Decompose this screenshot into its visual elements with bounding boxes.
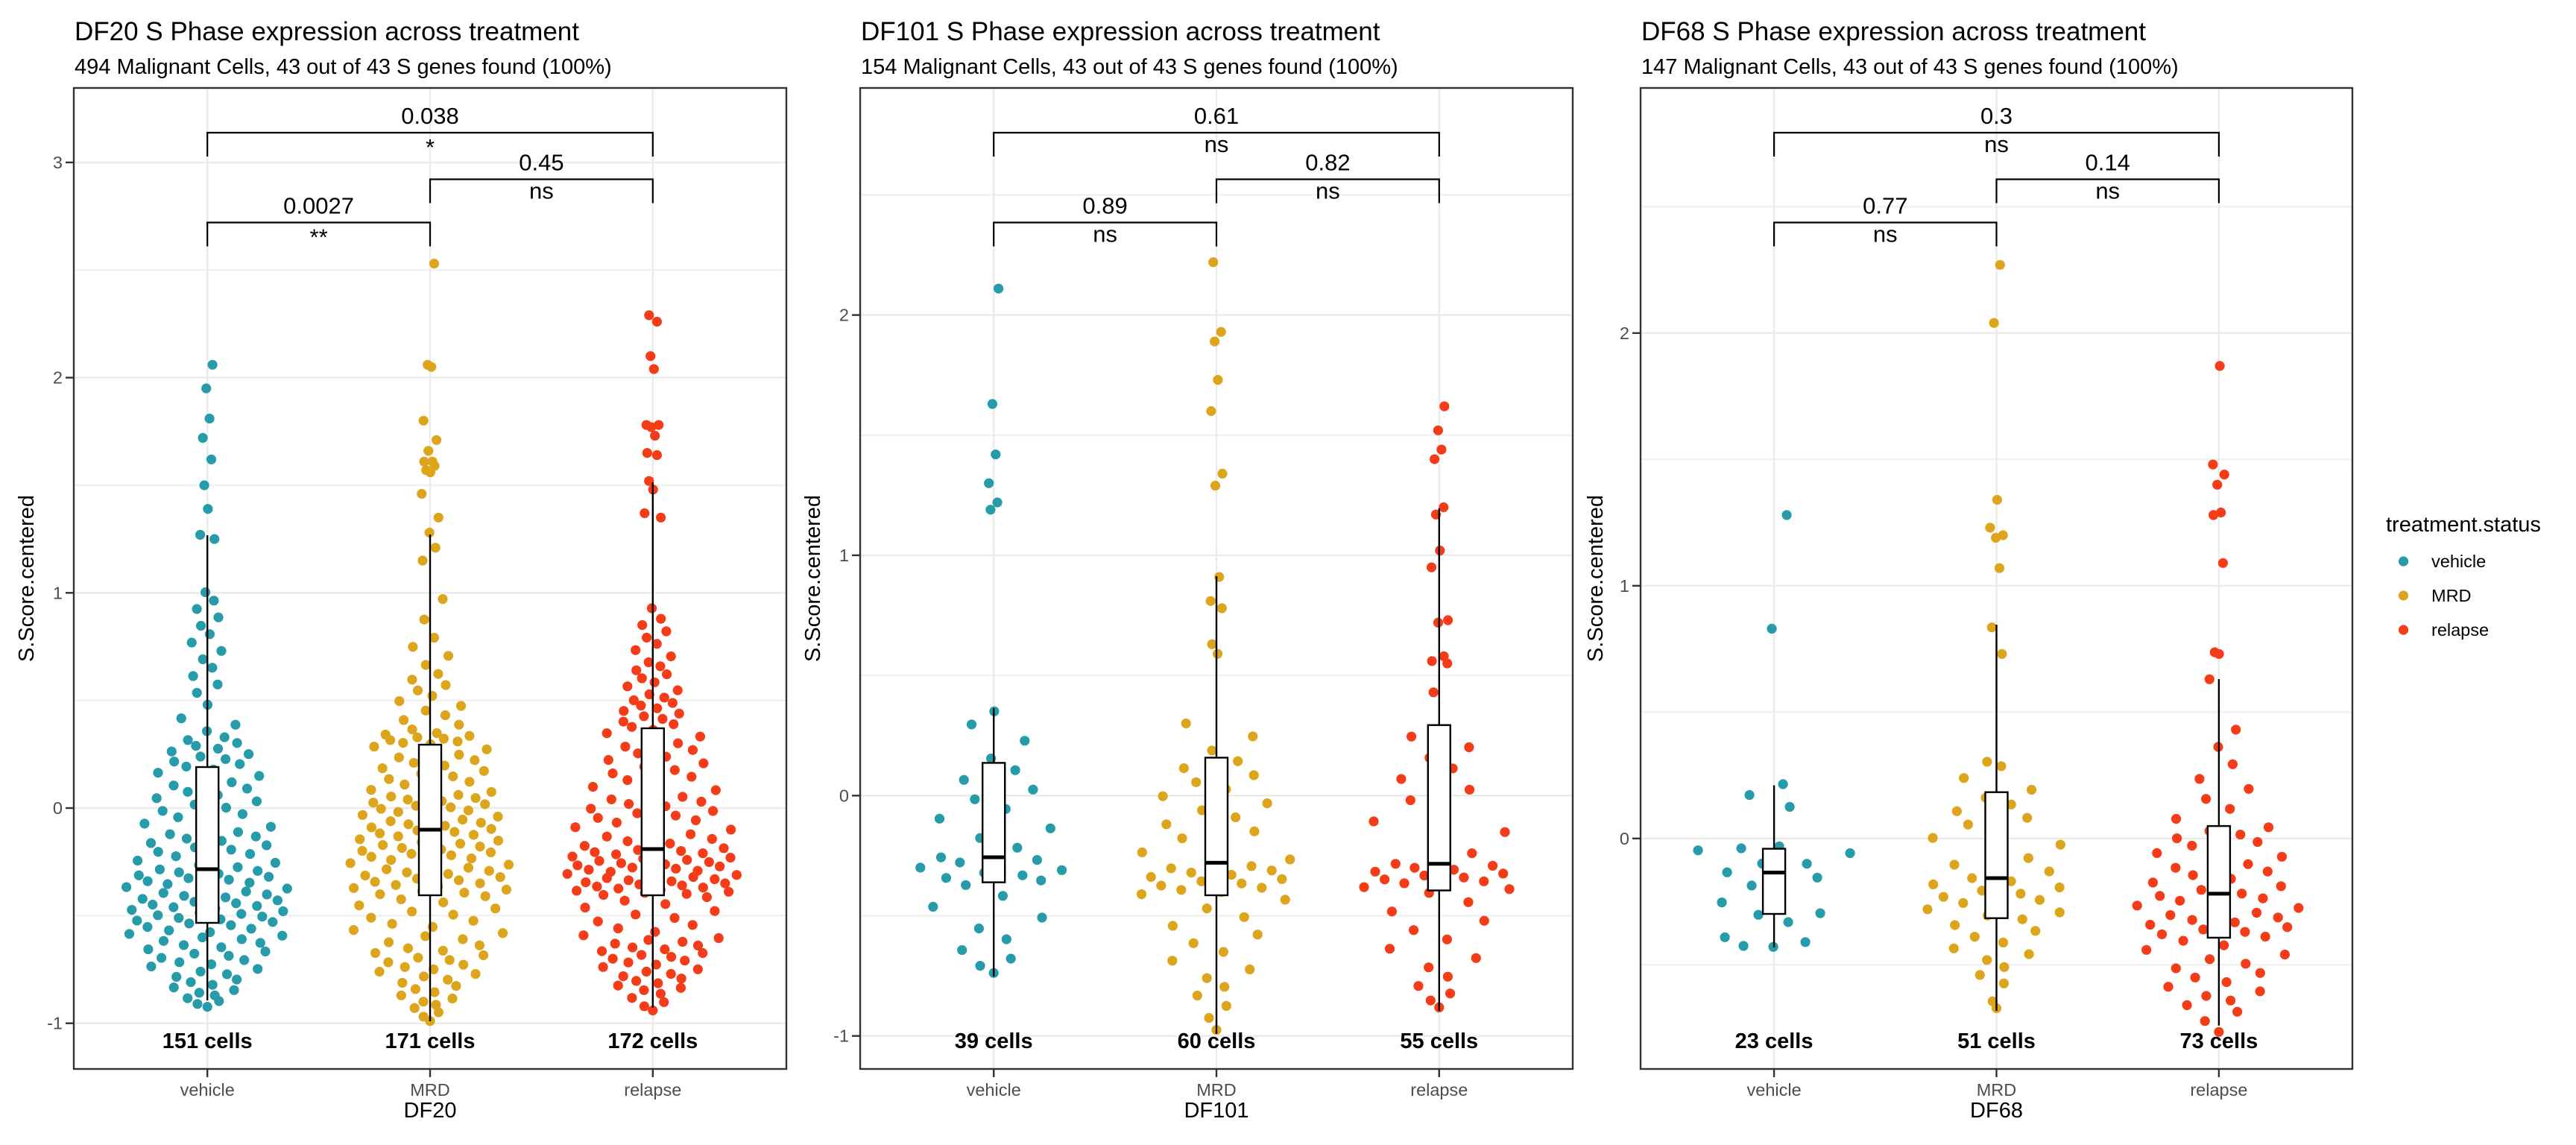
svg-text:1: 1 (839, 546, 849, 565)
svg-text:*: * (426, 134, 435, 160)
svg-text:2: 2 (1620, 324, 1629, 343)
svg-text:0: 0 (53, 798, 63, 818)
svg-text:vehicle: vehicle (967, 1080, 1021, 1100)
svg-text:relapse: relapse (1410, 1080, 1468, 1100)
svg-text:MRD: MRD (2431, 586, 2472, 605)
svg-text:relapse: relapse (2431, 620, 2489, 640)
svg-text:0: 0 (839, 786, 849, 805)
svg-text:-1: -1 (833, 1026, 849, 1046)
svg-text:494 Malignant Cells, 43 out of: 494 Malignant Cells, 43 out of 43 S gene… (75, 55, 612, 79)
svg-text:S.Score.centered: S.Score.centered (15, 495, 39, 662)
svg-text:0.3: 0.3 (1980, 103, 2012, 129)
svg-text:154 Malignant Cells, 43 out of: 154 Malignant Cells, 43 out of 43 S gene… (861, 55, 1398, 79)
svg-text:39 cells: 39 cells (955, 1029, 1033, 1053)
svg-text:MRD: MRD (1977, 1080, 2017, 1100)
svg-text:relapse: relapse (624, 1080, 681, 1100)
svg-text:ns: ns (1316, 178, 1340, 204)
svg-text:DF101 S Phase expression acros: DF101 S Phase expression across treatmen… (861, 17, 1380, 46)
svg-text:ns: ns (1205, 131, 1229, 157)
svg-text:ns: ns (1984, 131, 2009, 157)
svg-text:0.89: 0.89 (1082, 193, 1127, 219)
svg-text:vehicle: vehicle (2431, 552, 2486, 571)
svg-text:treatment.status: treatment.status (2386, 513, 2541, 537)
svg-text:vehicle: vehicle (180, 1080, 235, 1100)
svg-text:0.61: 0.61 (1194, 103, 1239, 129)
svg-text:**: ** (310, 224, 328, 250)
svg-text:171 cells: 171 cells (385, 1029, 476, 1053)
svg-text:DF101: DF101 (1184, 1099, 1248, 1123)
svg-text:-1: -1 (47, 1014, 63, 1033)
svg-text:73 cells: 73 cells (2179, 1029, 2258, 1053)
svg-text:relapse: relapse (2190, 1080, 2247, 1100)
svg-text:23 cells: 23 cells (1735, 1029, 1813, 1053)
svg-text:1: 1 (1620, 576, 1629, 596)
svg-text:1: 1 (53, 583, 63, 602)
svg-text:S.Score.centered: S.Score.centered (1584, 495, 1608, 662)
svg-text:172 cells: 172 cells (607, 1029, 698, 1053)
svg-text:151 cells: 151 cells (162, 1029, 253, 1053)
svg-text:vehicle: vehicle (1747, 1080, 1802, 1100)
svg-text:ns: ns (1873, 221, 1898, 247)
svg-text:60 cells: 60 cells (1178, 1029, 1256, 1053)
svg-text:S.Score.centered: S.Score.centered (801, 495, 825, 662)
svg-text:MRD: MRD (1196, 1080, 1237, 1100)
svg-text:0: 0 (1620, 829, 1629, 848)
svg-text:DF68: DF68 (1970, 1099, 2023, 1123)
svg-text:ns: ns (1093, 221, 1117, 247)
svg-text:3: 3 (53, 153, 63, 172)
svg-text:51 cells: 51 cells (1957, 1029, 2036, 1053)
svg-text:DF68 S Phase expression across: DF68 S Phase expression across treatment (1641, 17, 2146, 46)
svg-text:DF20 S Phase expression across: DF20 S Phase expression across treatment (75, 17, 579, 46)
svg-text:ns: ns (529, 178, 554, 204)
svg-text:MRD: MRD (410, 1080, 450, 1100)
svg-text:0.038: 0.038 (401, 103, 459, 129)
svg-text:0.45: 0.45 (519, 150, 564, 176)
svg-text:0.82: 0.82 (1305, 150, 1350, 176)
svg-text:2: 2 (839, 306, 849, 325)
svg-text:0.77: 0.77 (1863, 193, 1907, 219)
svg-text:0.14: 0.14 (2086, 150, 2130, 176)
svg-text:DF20: DF20 (404, 1099, 457, 1123)
svg-text:2: 2 (53, 368, 63, 388)
svg-text:0.0027: 0.0027 (283, 193, 354, 219)
svg-text:ns: ns (2095, 178, 2120, 204)
svg-text:147 Malignant Cells, 43 out of: 147 Malignant Cells, 43 out of 43 S gene… (1641, 55, 2179, 79)
svg-text:55 cells: 55 cells (1400, 1029, 1478, 1053)
